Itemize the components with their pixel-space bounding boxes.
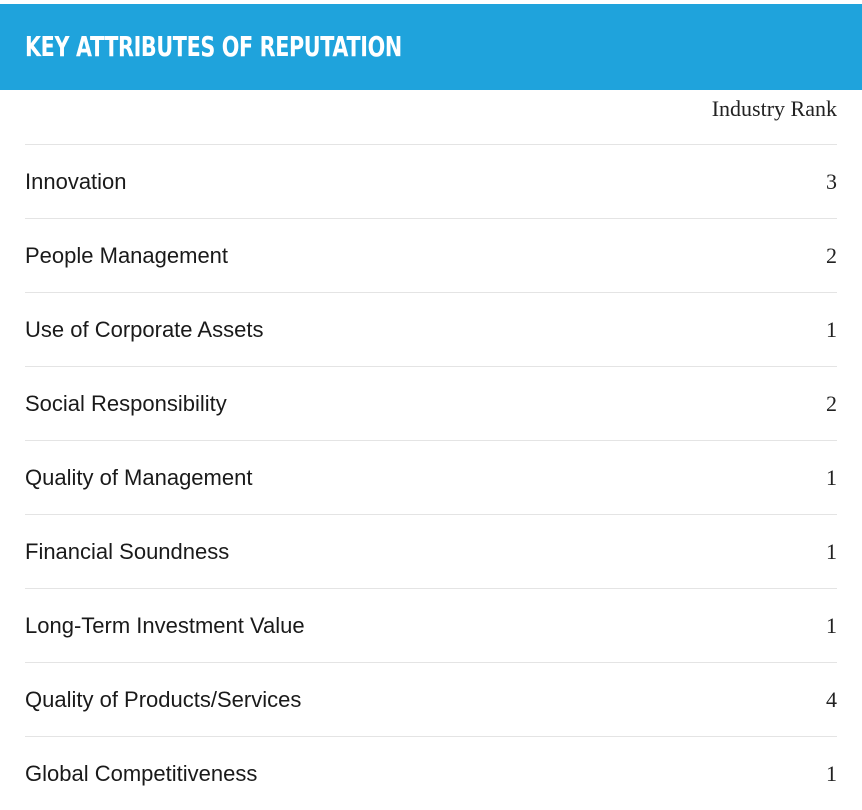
table-row: People Management 2 — [25, 219, 837, 293]
table-row: Long-Term Investment Value 1 — [25, 589, 837, 663]
table-row: Global Competitiveness 1 — [25, 737, 837, 810]
rank-value: 3 — [826, 169, 837, 194]
rank-value: 1 — [826, 465, 837, 490]
table-row: Social Responsibility 2 — [25, 367, 837, 441]
table-header: Industry Rank — [25, 90, 837, 145]
section-title: KEY ATTRIBUTES OF REPUTATION — [25, 30, 402, 63]
rank-value: 2 — [826, 243, 837, 268]
table-row: Quality of Products/Services 4 — [25, 663, 837, 737]
table-row: Use of Corporate Assets 1 — [25, 293, 837, 367]
table-row: Quality of Management 1 — [25, 441, 837, 515]
rank-value: 1 — [826, 613, 837, 638]
rank-value: 1 — [826, 539, 837, 564]
reputation-table: Industry Rank Innovation 3 People Manage… — [25, 90, 837, 810]
rank-value: 1 — [826, 761, 837, 786]
attribute-label: Social Responsibility — [25, 391, 227, 416]
table-row: Innovation 3 — [25, 145, 837, 219]
industry-rank-column-header: Industry Rank — [711, 96, 837, 121]
table-row: Financial Soundness 1 — [25, 515, 837, 589]
attribute-label: Quality of Products/Services — [25, 687, 302, 712]
attribute-label: Global Competitiveness — [25, 761, 258, 786]
attribute-label: Innovation — [25, 169, 127, 194]
attribute-label: Quality of Management — [25, 465, 253, 490]
rank-value: 4 — [826, 687, 837, 712]
rank-value: 1 — [826, 317, 837, 342]
attribute-label: Use of Corporate Assets — [25, 317, 264, 342]
attribute-label: People Management — [25, 243, 229, 268]
attribute-label: Long-Term Investment Value — [25, 613, 305, 638]
section-banner: KEY ATTRIBUTES OF REPUTATION — [0, 4, 862, 90]
attribute-label: Financial Soundness — [25, 539, 230, 564]
rank-value: 2 — [826, 391, 837, 416]
